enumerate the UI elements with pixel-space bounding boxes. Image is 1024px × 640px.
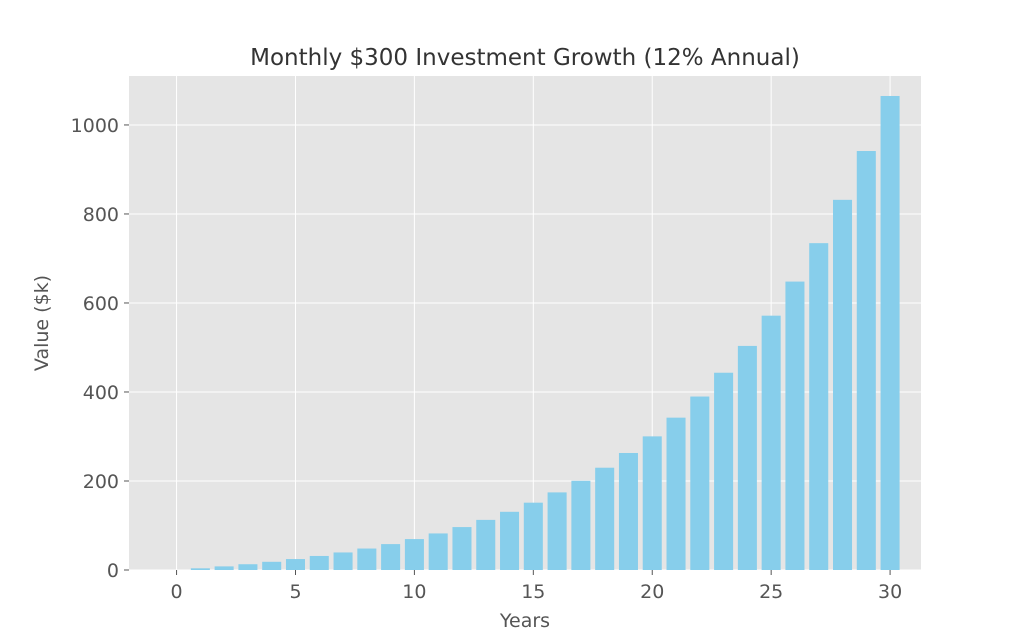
y-axis-ticks: 0 200 400 600 800 1000: [71, 115, 129, 582]
bar-year-17: [571, 480, 591, 570]
x-tick-label: 30: [878, 581, 902, 603]
bar-year-18: [595, 467, 615, 570]
bar-year-24: [737, 345, 757, 570]
x-tick-label: 0: [171, 581, 183, 603]
y-tick-label: 600: [83, 293, 119, 315]
bar-year-1: [190, 568, 210, 570]
bar-year-16: [547, 492, 567, 570]
y-tick-label: 800: [83, 204, 119, 226]
bar-year-15: [523, 502, 543, 570]
y-axis-label: Value ($k): [31, 275, 53, 371]
y-tick-label: 0: [107, 560, 119, 582]
bar-year-6: [309, 555, 329, 570]
bar-year-14: [500, 511, 520, 570]
bar-year-30: [880, 95, 900, 571]
bar-year-11: [428, 533, 448, 570]
bar-year-8: [357, 548, 377, 570]
y-tick-label: 1000: [71, 115, 119, 137]
x-tick-label: 15: [521, 581, 545, 603]
bar-year-5: [285, 559, 305, 570]
x-tick-label: 5: [289, 581, 301, 603]
y-tick-label: 200: [83, 471, 119, 493]
bar-year-22: [690, 396, 710, 570]
bar-year-13: [476, 519, 496, 570]
bar-year-3: [238, 564, 258, 570]
bar-year-2: [214, 566, 234, 570]
bar-year-28: [833, 199, 853, 570]
bar-year-20: [642, 436, 662, 570]
bar-year-25: [761, 315, 781, 570]
x-tick-label: 20: [640, 581, 664, 603]
bar-year-26: [785, 281, 805, 570]
bar-year-7: [333, 552, 353, 570]
bar-year-29: [856, 151, 876, 570]
x-axis-ticks: 0 5 10 15 20 25 30: [171, 570, 902, 603]
bar-year-9: [381, 544, 401, 570]
bar-year-4: [262, 561, 282, 570]
x-tick-label: 10: [402, 581, 426, 603]
y-tick-label: 400: [83, 382, 119, 404]
bar-year-10: [404, 539, 424, 570]
bars: [190, 95, 900, 571]
bar-year-21: [666, 417, 686, 570]
bar-year-27: [809, 243, 829, 570]
x-tick-label: 25: [759, 581, 783, 603]
bar-year-23: [714, 372, 734, 570]
bar-year-19: [618, 452, 638, 570]
chart-title: Monthly $300 Investment Growth (12% Annu…: [250, 45, 800, 71]
bar-year-12: [452, 527, 472, 570]
x-axis-label: Years: [499, 610, 550, 632]
